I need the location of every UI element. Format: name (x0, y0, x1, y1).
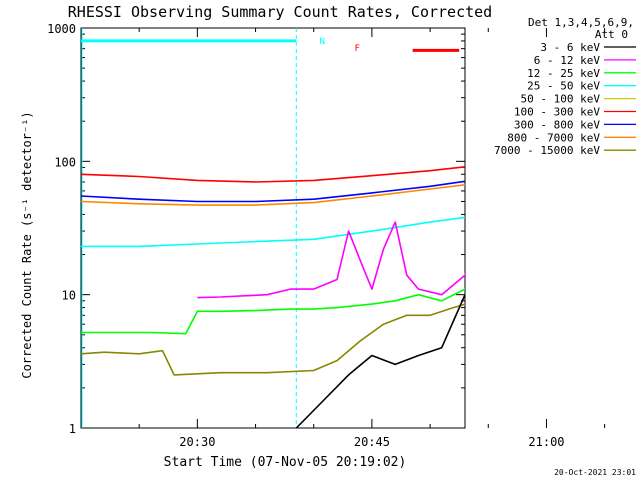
legend-label: 50 - 100 keV (521, 93, 601, 106)
legend-label: 12 - 25 keV (527, 67, 600, 80)
series-line-5 (488, 156, 640, 181)
x-tick-label: 20:45 (354, 435, 390, 449)
x-tick-label: 20:30 (179, 435, 215, 449)
series-line-4 (81, 216, 465, 248)
y-tick-label: 1 (69, 422, 76, 436)
timestamp-footer: 20-Oct-2021 23:01 (554, 468, 636, 477)
legend-title-line-1: Det 1,3,4,5,6,9, (528, 16, 634, 29)
x-tick-label: 21:00 (528, 435, 564, 449)
legend-label: 300 - 800 keV (514, 118, 600, 131)
x-axis-label: Start Time (07-Nov-05 20:19:02) (164, 455, 407, 470)
y-tick-label: 1000 (47, 22, 76, 36)
legend-label: 6 - 12 keV (534, 54, 601, 67)
series-line-8 (81, 183, 465, 206)
legend-label: 7000 - 15000 keV (494, 144, 600, 157)
y-tick-label: 100 (54, 155, 76, 169)
series-line-2 (197, 221, 465, 299)
series-line-7 (81, 180, 465, 203)
legend-label: 25 - 50 keV (527, 80, 600, 93)
night-flag-label: N (320, 37, 325, 47)
series-line-6 (81, 166, 465, 183)
y-tick-label: 10 (62, 289, 76, 303)
legend-label: 800 - 7000 keV (507, 131, 600, 144)
legend-label: 3 - 6 keV (540, 41, 600, 54)
series-line-1 (295, 291, 465, 428)
legend-title-line-2: Att 0 (595, 28, 628, 41)
series-line-9 (81, 303, 465, 376)
axes-frame (80, 27, 466, 429)
y-axis-label: Corrected Count Rate (s⁻¹ detector⁻¹) (20, 111, 34, 378)
data-layer (81, 28, 640, 428)
plot-area: 100010010120:3020:4521:0021:1521:3021:45… (47, 22, 640, 449)
chart-title: RHESSI Observing Summary Count Rates, Co… (68, 3, 492, 21)
legend-label: 100 - 300 keV (514, 106, 600, 119)
flare-flag-label: F (354, 44, 359, 54)
series-line-3 (81, 288, 465, 335)
